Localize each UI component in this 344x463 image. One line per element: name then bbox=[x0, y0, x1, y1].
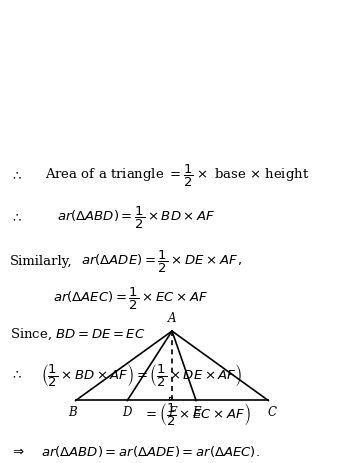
Text: $ar(\Delta ADE) = \dfrac{1}{2} \times DE \times AF\,,$: $ar(\Delta ADE) = \dfrac{1}{2} \times DE… bbox=[81, 249, 243, 275]
Text: $= \left(\dfrac{1}{2} \times EC \times AF\right)$: $= \left(\dfrac{1}{2} \times EC \times A… bbox=[143, 401, 250, 428]
Text: $\therefore$: $\therefore$ bbox=[10, 369, 22, 382]
Text: C: C bbox=[267, 406, 276, 419]
Text: Area of a triangle $= \dfrac{1}{2} \times$ base $\times$ height: Area of a triangle $= \dfrac{1}{2} \time… bbox=[45, 163, 309, 189]
Text: F: F bbox=[168, 406, 176, 419]
Text: A: A bbox=[168, 313, 176, 325]
Text: B: B bbox=[68, 406, 77, 419]
Text: $\therefore$: $\therefore$ bbox=[10, 211, 22, 224]
Text: $ar(\Delta ABD) = \dfrac{1}{2} \times BD \times AF$: $ar(\Delta ABD) = \dfrac{1}{2} \times BD… bbox=[57, 205, 215, 231]
Text: $\Rightarrow$: $\Rightarrow$ bbox=[10, 445, 25, 458]
Text: Since, $BD = DE = EC$: Since, $BD = DE = EC$ bbox=[10, 326, 146, 342]
Text: $ar(\Delta ABD) = ar(\Delta ADE) = ar(\Delta AEC).$: $ar(\Delta ABD) = ar(\Delta ADE) = ar(\D… bbox=[41, 444, 260, 459]
Text: $\therefore$: $\therefore$ bbox=[10, 169, 22, 182]
Text: D: D bbox=[122, 406, 132, 419]
Text: $ar(\Delta AEC) = \dfrac{1}{2} \times EC \times AF$: $ar(\Delta AEC) = \dfrac{1}{2} \times EC… bbox=[53, 286, 208, 312]
Text: Similarly,: Similarly, bbox=[10, 255, 73, 268]
Text: $\left(\dfrac{1}{2} \times BD \times AF\right) = \left(\dfrac{1}{2} \times DE \t: $\left(\dfrac{1}{2} \times BD \times AF\… bbox=[41, 362, 243, 388]
Text: E: E bbox=[192, 406, 201, 419]
